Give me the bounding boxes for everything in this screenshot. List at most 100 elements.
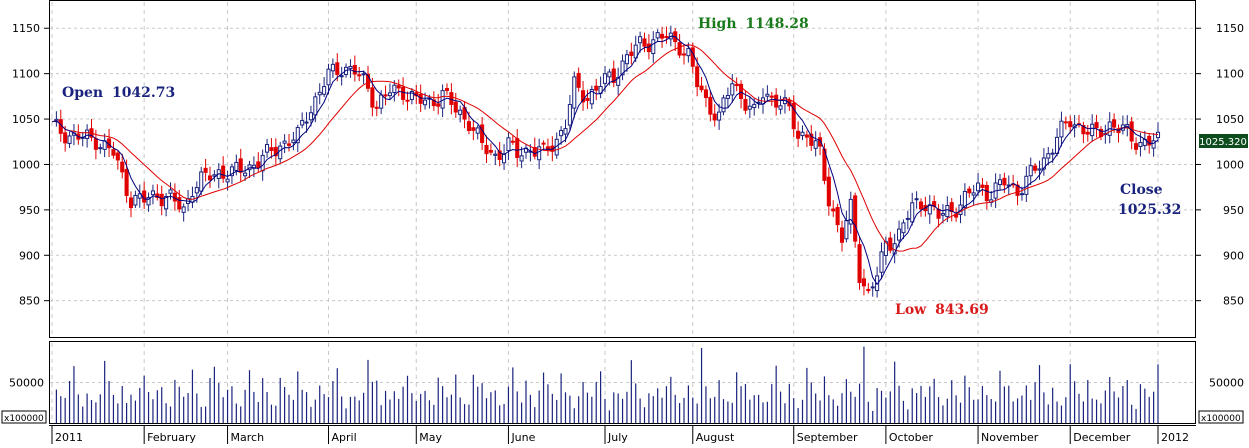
candle-up (181, 206, 186, 213)
last-price-tag-bg (1199, 134, 1248, 148)
candle-up (1090, 123, 1095, 137)
candle-down (769, 95, 774, 98)
candle-up (506, 137, 511, 152)
month-label: December (1073, 431, 1131, 444)
candle-up (67, 135, 72, 144)
candle-down (515, 138, 520, 158)
candle-up (291, 139, 296, 144)
candle-down (436, 103, 441, 107)
candle-down (660, 33, 665, 39)
open-value: 1042.73 (112, 85, 175, 101)
candle-up (85, 129, 90, 140)
candle-up (475, 127, 480, 134)
candle-down (695, 66, 700, 88)
candle-up (199, 171, 204, 192)
candle-down (120, 161, 125, 173)
volume-ticks: 50000 50000 (9, 377, 1244, 390)
candle-down (207, 175, 213, 181)
month-label: March (231, 431, 265, 444)
candle-up (308, 112, 313, 121)
candle-down (980, 184, 985, 188)
candle-up (387, 92, 392, 97)
candle-down (93, 138, 98, 150)
month-label: 2011 (55, 431, 83, 444)
candle-up (247, 164, 252, 171)
close-label: Close (1120, 182, 1163, 198)
candle-down (796, 130, 801, 139)
price-tick-label-right: 1000 (1216, 158, 1244, 171)
month-label: October (889, 431, 933, 444)
candle-up (721, 97, 726, 113)
candle-down (1085, 131, 1090, 135)
candle-up (778, 105, 783, 110)
candle-up (607, 71, 612, 78)
candle-down (646, 43, 651, 53)
candle-down (681, 53, 687, 56)
candle-down (804, 134, 809, 138)
high-value: 1148.28 (745, 16, 808, 32)
candle-up (392, 84, 397, 93)
candle-up (519, 155, 524, 162)
candle-up (1151, 140, 1156, 149)
candle-up (251, 164, 256, 169)
candle-up (848, 198, 853, 225)
candle-up (747, 105, 752, 110)
candle-down (699, 85, 704, 91)
high-annotation: High 1148.28 (698, 16, 809, 32)
candle-down (594, 85, 599, 91)
candle-down (581, 90, 586, 103)
candle-up (98, 147, 103, 150)
candle-down (370, 87, 375, 108)
candle-down (918, 201, 924, 210)
candle-up (620, 60, 625, 76)
candle-up (146, 197, 151, 206)
month-label: September (797, 431, 858, 444)
candle-down (444, 88, 450, 91)
candle-down (703, 89, 708, 99)
candle-up (997, 179, 1003, 186)
candle-up (322, 86, 327, 95)
candle-down (497, 150, 502, 160)
candle-down (936, 208, 941, 219)
candle-up (265, 144, 270, 153)
candle-down (888, 237, 893, 251)
candle-down (967, 188, 972, 194)
candle-down (1063, 121, 1068, 124)
candle-up (168, 189, 173, 194)
candle-down (1033, 165, 1038, 171)
candle-up (1059, 120, 1064, 138)
candle-up (361, 73, 366, 76)
candle-down (1015, 184, 1020, 196)
volume-multiplier-box-left (1, 410, 47, 424)
candle-up (1028, 165, 1033, 177)
low-value: 843.69 (935, 302, 989, 318)
price-tick-label-right: 950 (1223, 204, 1244, 217)
low-label: Low (895, 302, 927, 318)
candle-down (63, 132, 68, 144)
candle-down (396, 85, 401, 89)
candle-down (708, 96, 713, 115)
price-tick-label-right: 1100 (1216, 68, 1244, 81)
candle-down (1068, 121, 1073, 128)
candle-down (949, 202, 954, 212)
volume-multiplier-left: x100000 (4, 414, 44, 424)
open-label: Open (62, 85, 103, 101)
price-tick-label-left: 900 (19, 249, 40, 262)
candle-up (559, 130, 564, 137)
candle-up (348, 66, 353, 69)
candle-up (651, 39, 656, 55)
candle-up (870, 286, 875, 289)
candle-down (1134, 143, 1139, 150)
volume-multiplier-right: x100000 (1201, 414, 1241, 424)
candle-up (752, 103, 757, 109)
low-annotation: Low 843.69 (895, 302, 989, 318)
candle-down (449, 92, 454, 105)
candle-down (1002, 177, 1007, 186)
candle-down (826, 176, 831, 207)
price-tick-label-left: 1150 (12, 22, 40, 35)
month-label: July (607, 431, 628, 444)
candle-up (844, 220, 849, 240)
candle-up (234, 161, 239, 171)
candle-up (502, 153, 507, 164)
